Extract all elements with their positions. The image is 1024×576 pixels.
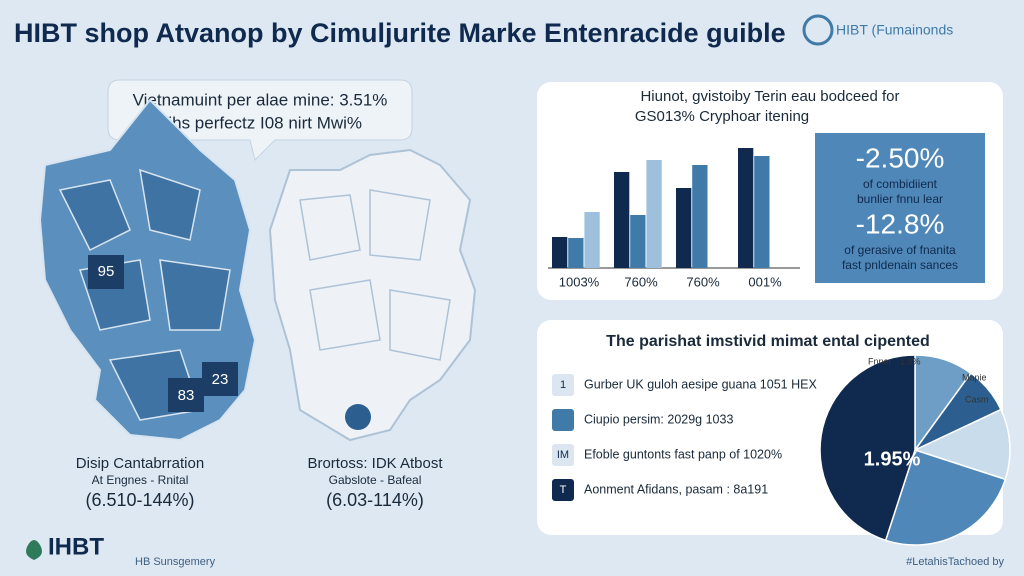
bar xyxy=(568,238,584,268)
slice-label: Mapie xyxy=(962,372,987,382)
map-region xyxy=(299,189,451,361)
list-icon xyxy=(552,479,574,501)
pie-slice xyxy=(912,408,1011,481)
map-region xyxy=(58,168,231,421)
bar xyxy=(646,160,662,268)
map-badge xyxy=(168,378,204,412)
list-icon xyxy=(552,444,574,466)
map-icon xyxy=(345,404,371,430)
bar xyxy=(738,148,754,268)
caption: Disip Cantabrration xyxy=(76,455,204,472)
slice-label: Fnner xyxy=(868,356,892,366)
x-label: 1003% xyxy=(559,274,600,289)
pie-label: 1.95% xyxy=(864,448,921,470)
stats-box xyxy=(815,133,985,283)
chart-title: Hiunot, gvistoiby Terin eau bodceed for xyxy=(640,88,899,105)
stat-text: of combidiient xyxy=(863,177,938,191)
list-icon xyxy=(552,409,574,431)
caption: Gabslote - Bafeal xyxy=(329,473,422,487)
logo-icon xyxy=(802,14,834,46)
bar xyxy=(614,172,630,268)
list-icon xyxy=(552,374,574,396)
icon-label: IM xyxy=(557,449,569,461)
x-label: 001% xyxy=(748,274,782,289)
list-text: Efoble guntonts fast panp of 1020% xyxy=(584,447,782,461)
x-label: 760% xyxy=(686,274,720,289)
list-text: Aonment Afidans, pasam : 8a191 xyxy=(584,482,768,496)
icon-label: 1 xyxy=(560,379,566,391)
icon-label: T xyxy=(560,484,567,496)
logo: HIBT (Fumainonds xyxy=(836,22,953,38)
footer-text: HB Sunsgemery xyxy=(135,556,216,568)
slice-label: Casm xyxy=(965,394,989,404)
footer-text: #LetahisTachoed by xyxy=(906,556,1004,568)
panel-title: The parishat imstivid mimat ental cipent… xyxy=(606,333,930,350)
list-text: Ciupio persim: 2029g 1033 xyxy=(584,412,733,426)
title: HIBT shop Atvanop by Cimuljurite Marke E… xyxy=(14,18,786,48)
x-label: 760% xyxy=(624,274,658,289)
badge-label: 23 xyxy=(212,371,229,388)
stat-value: -2.50% xyxy=(856,142,945,173)
list-text: Gurber UK guloh aesipe guana 1051 HEX xyxy=(584,377,817,391)
bar xyxy=(676,188,692,268)
stat-value: -12.8% xyxy=(856,208,945,239)
pie-slice xyxy=(884,449,1007,546)
badge-label: 83 xyxy=(178,387,195,404)
bubble-text: Vietnamuint per alae mine: 3.51% xyxy=(133,90,388,109)
bar xyxy=(552,237,568,268)
caption: Brortoss: IDK Atbost xyxy=(307,455,443,472)
caption: At Engnes - Rnital xyxy=(92,473,189,487)
bubble-text: Fihs perfectz I08 nirt Mwi% xyxy=(158,113,362,132)
chart-title: GS013% Cryphoar itening xyxy=(635,108,809,125)
footer-logo: IHBT xyxy=(48,533,104,560)
caption: (6.510-144%) xyxy=(85,490,194,510)
stat-text: of gerasive of fnanita xyxy=(844,243,956,257)
bar xyxy=(630,215,646,268)
stat-text: bunlier fnnu lear xyxy=(857,192,943,206)
pie-slice xyxy=(819,354,916,542)
bar xyxy=(692,165,708,268)
map-badge xyxy=(88,255,124,289)
stat-text: fast pnldenain sances xyxy=(842,258,958,272)
caption: (6.03-114%) xyxy=(326,490,424,510)
footer-icon xyxy=(26,540,42,560)
bar xyxy=(584,212,600,268)
slice-label: 1.8% xyxy=(900,356,921,366)
bar xyxy=(754,156,770,268)
map-badge xyxy=(202,362,238,396)
badge-label: 95 xyxy=(98,263,115,280)
